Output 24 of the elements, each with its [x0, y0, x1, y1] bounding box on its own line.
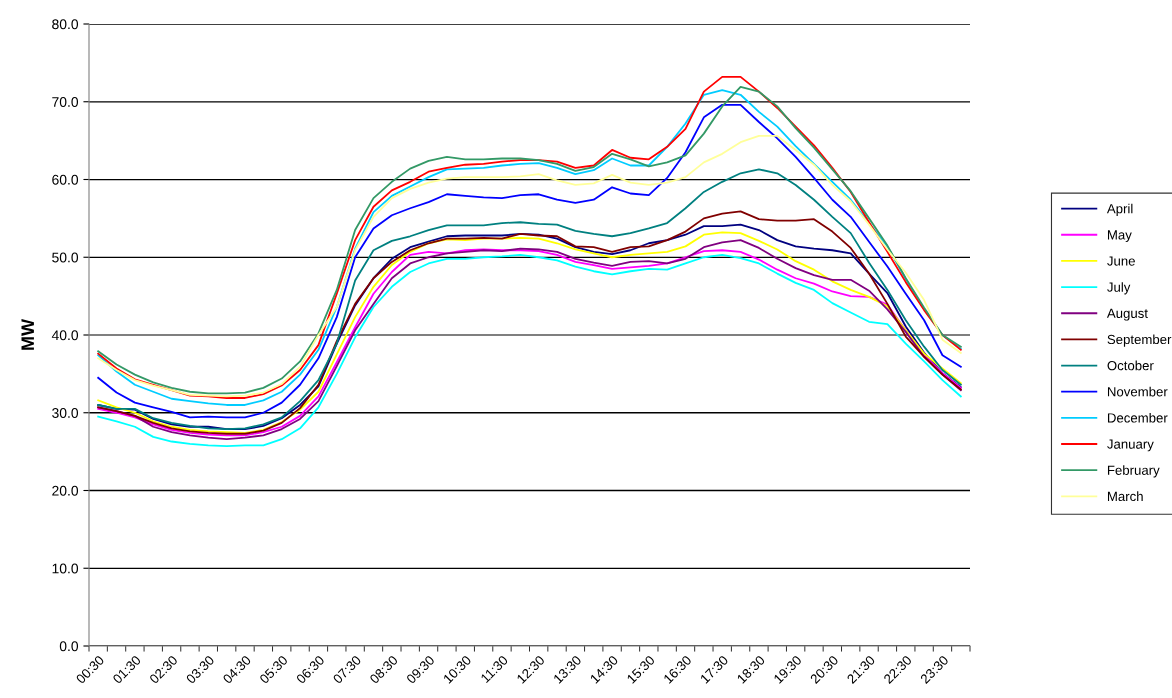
y-tick-label: 10.0 — [52, 563, 79, 574]
legend-label: September — [1107, 334, 1172, 347]
y-tick-label: 50.0 — [52, 252, 79, 263]
legend-label: April — [1106, 203, 1133, 216]
y-tick-label: 30.0 — [52, 408, 79, 418]
legend-label: August — [1106, 308, 1148, 321]
y-tick-label: 20.0 — [52, 485, 79, 496]
y-tick-label: 60.0 — [52, 174, 79, 185]
legend-label: December — [1107, 412, 1168, 423]
y-tick-label: 80.0 — [52, 19, 79, 30]
y-tick-label: 40.0 — [51, 330, 79, 341]
legend-label: January — [1107, 439, 1154, 452]
y-axis-title: MW — [21, 318, 34, 350]
legend-label: October — [1107, 360, 1154, 371]
legend-label: May — [1107, 230, 1132, 243]
legend-label: February — [1107, 465, 1160, 478]
line-series — [97, 135, 962, 398]
legend-label: July — [1107, 282, 1131, 295]
legend-label: March — [1107, 491, 1143, 502]
legend-label: November — [1107, 386, 1168, 397]
legend-label: June — [1107, 256, 1135, 266]
y-tick-label: 0.0 — [59, 641, 79, 652]
line-series — [97, 168, 962, 430]
y-tick-label: 70.0 — [52, 97, 79, 107]
